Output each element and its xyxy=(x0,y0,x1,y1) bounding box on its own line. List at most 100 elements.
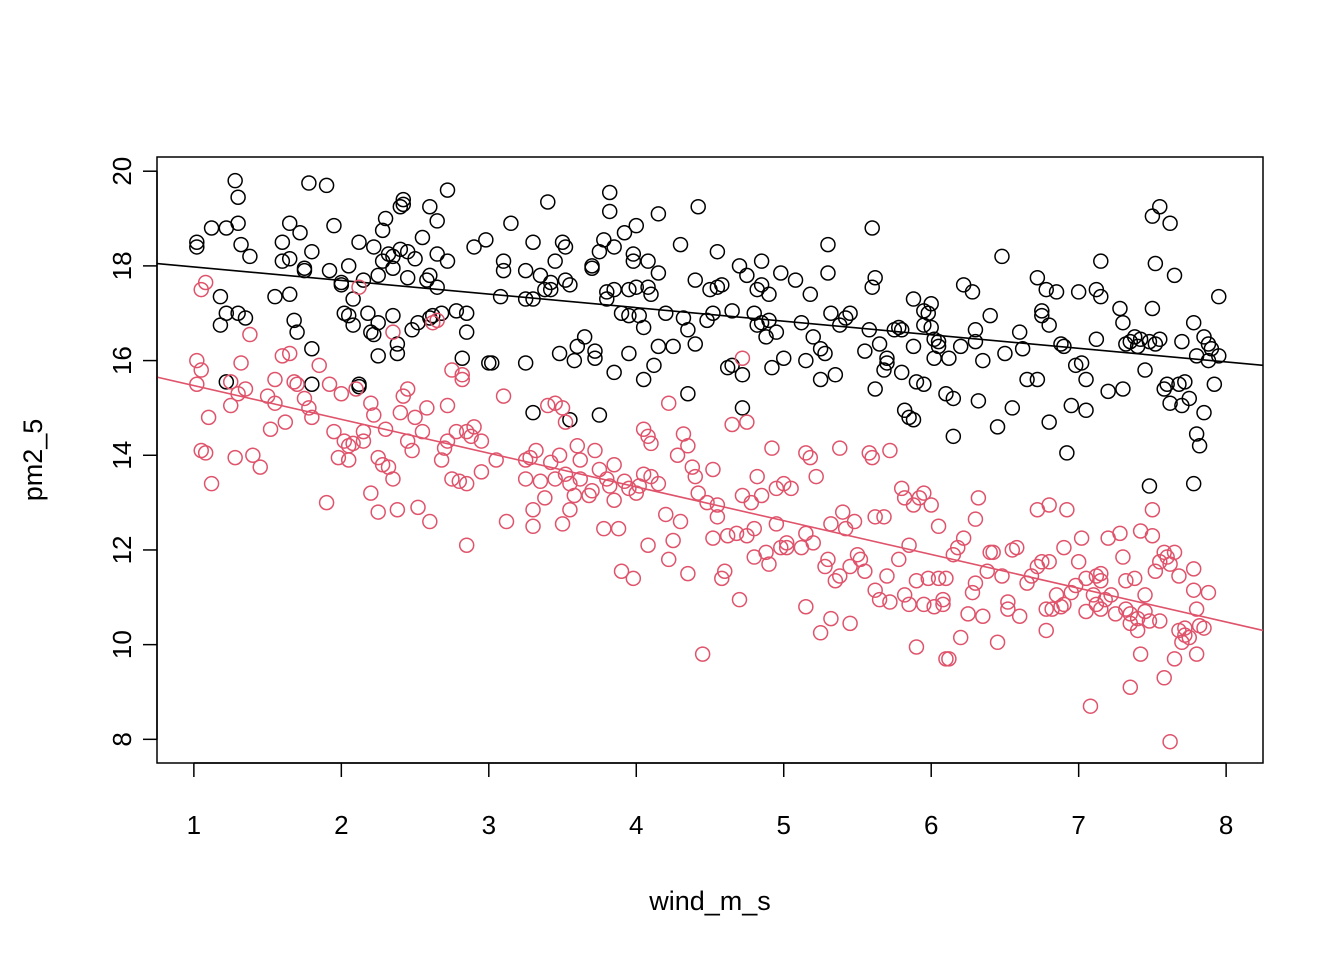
data-point xyxy=(458,324,475,340)
data-point xyxy=(1041,497,1057,513)
data-point xyxy=(628,485,645,501)
data-point xyxy=(242,326,258,343)
data-point xyxy=(842,558,858,575)
data-point xyxy=(1041,554,1057,570)
data-point xyxy=(286,374,302,390)
data-point xyxy=(525,501,541,518)
data-point xyxy=(267,395,283,411)
data-point xyxy=(340,258,357,274)
data-point xyxy=(896,490,913,506)
data-point xyxy=(812,371,829,388)
data-point xyxy=(997,345,1013,362)
x-axis-title: wind_m_s xyxy=(648,886,771,916)
data-point xyxy=(377,421,394,437)
data-point xyxy=(587,442,603,459)
data-point xyxy=(606,456,622,473)
data-point xyxy=(714,277,730,293)
data-point xyxy=(370,314,386,331)
data-point xyxy=(1185,314,1202,331)
data-point xyxy=(1144,208,1161,224)
data-point xyxy=(842,305,858,321)
data-point xyxy=(591,461,608,478)
data-point xyxy=(1118,601,1134,617)
data-point xyxy=(739,414,755,430)
data-point xyxy=(905,291,922,307)
data-point xyxy=(212,288,229,305)
data-point xyxy=(429,279,445,295)
data-point xyxy=(587,350,603,366)
data-point xyxy=(281,345,298,362)
data-point xyxy=(871,591,888,608)
data-point xyxy=(867,381,883,397)
data-point xyxy=(525,291,541,307)
data-point xyxy=(1129,622,1146,639)
x-tick-label: 6 xyxy=(924,810,938,840)
data-point xyxy=(734,367,751,383)
data-point xyxy=(1118,572,1134,589)
data-point xyxy=(724,357,740,374)
data-point xyxy=(761,556,777,572)
data-point xyxy=(301,175,317,191)
data-point xyxy=(1115,549,1131,565)
data-point xyxy=(724,303,740,319)
data-point xyxy=(1100,383,1116,400)
data-point xyxy=(669,447,686,464)
data-point xyxy=(340,307,357,324)
data-point xyxy=(606,239,622,255)
data-point xyxy=(366,239,382,255)
data-point xyxy=(635,319,652,336)
data-point xyxy=(370,504,386,520)
data-point xyxy=(557,272,574,288)
data-point xyxy=(569,438,586,454)
data-point xyxy=(778,535,795,551)
data-point xyxy=(351,378,367,395)
plot-frame xyxy=(156,156,1264,764)
data-point xyxy=(1147,563,1164,580)
data-point xyxy=(1122,679,1139,695)
data-point xyxy=(599,471,615,487)
data-point xyxy=(189,234,205,250)
data-point xyxy=(687,272,704,288)
data-point xyxy=(1177,374,1193,390)
data-point xyxy=(252,459,268,475)
data-point xyxy=(433,452,450,468)
data-point xyxy=(495,388,512,404)
data-point xyxy=(525,404,541,421)
data-point xyxy=(525,518,541,535)
data-point xyxy=(938,570,954,587)
data-point xyxy=(705,461,721,478)
data-point xyxy=(498,513,515,530)
data-point xyxy=(823,305,839,321)
data-point xyxy=(610,520,627,537)
data-point xyxy=(233,236,249,253)
data-point xyxy=(930,570,947,587)
data-point xyxy=(286,312,302,329)
data-point xyxy=(1211,348,1227,364)
data-point xyxy=(758,329,774,345)
data-point xyxy=(967,322,984,338)
data-point xyxy=(385,260,401,277)
data-point xyxy=(1038,622,1054,639)
data-point xyxy=(528,442,544,459)
data-point xyxy=(1019,371,1035,388)
data-point xyxy=(923,296,939,312)
data-point xyxy=(458,537,475,553)
data-point xyxy=(189,239,205,255)
data-point xyxy=(351,279,367,295)
data-point xyxy=(517,262,534,279)
data-point xyxy=(517,291,534,307)
data-point xyxy=(1147,336,1164,352)
data-point xyxy=(230,215,246,232)
data-point xyxy=(687,336,704,352)
data-point xyxy=(911,490,928,506)
data-point xyxy=(970,393,987,409)
data-point xyxy=(994,568,1010,584)
data-point xyxy=(802,449,819,466)
data-point xyxy=(920,305,937,321)
data-point xyxy=(625,246,642,262)
data-point xyxy=(1115,381,1131,397)
data-point xyxy=(709,497,726,513)
data-point xyxy=(304,243,320,260)
x-tick-label: 7 xyxy=(1071,810,1085,840)
data-point xyxy=(908,572,925,589)
